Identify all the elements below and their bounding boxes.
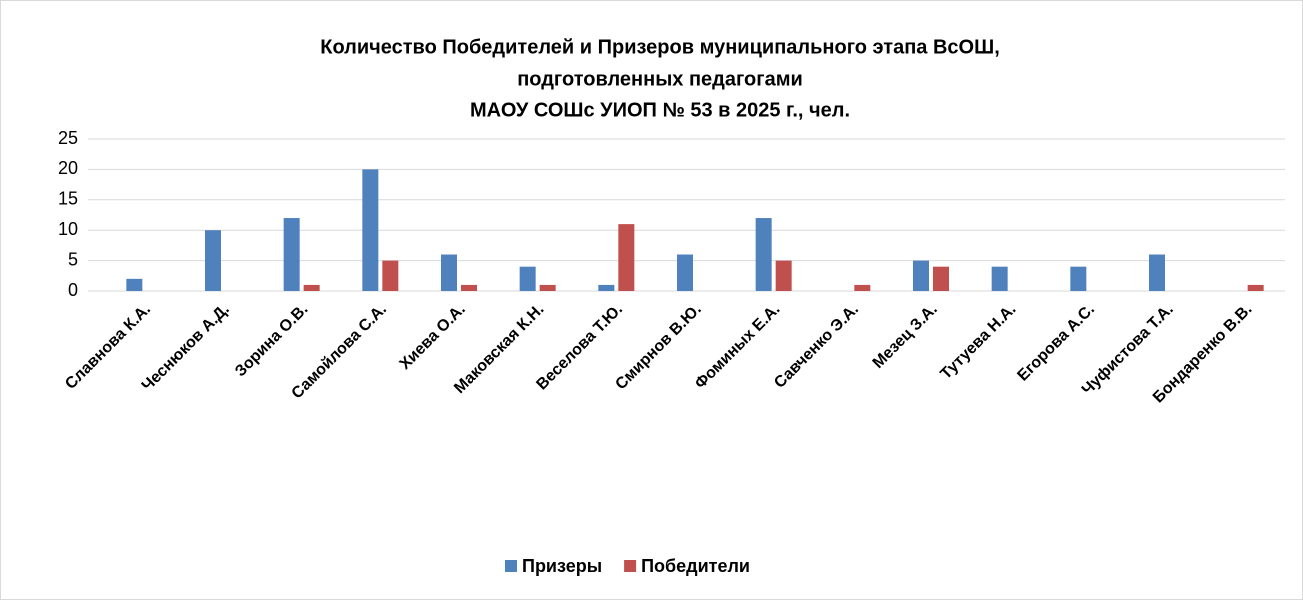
bar <box>775 260 792 291</box>
bar <box>677 254 693 291</box>
bar <box>755 218 772 291</box>
bar <box>461 284 477 291</box>
bar <box>382 260 399 291</box>
bar <box>441 254 457 291</box>
bar <box>362 169 379 291</box>
bar <box>283 218 300 291</box>
bar <box>991 266 1008 291</box>
bar <box>913 260 929 291</box>
y-tick-label: 5 <box>68 249 78 269</box>
bar <box>598 284 615 291</box>
bar <box>1149 254 1165 291</box>
bar <box>539 284 556 291</box>
bar <box>205 230 221 291</box>
y-tick-label: 20 <box>58 158 78 178</box>
bar <box>1247 284 1264 291</box>
chart-title: МАОУ СОШс УИОП № 53 в 2025 г., чел. <box>470 99 850 121</box>
bar <box>1070 266 1087 291</box>
legend-label: Победители <box>641 556 750 576</box>
chart-title: Количество Победителей и Призеров муници… <box>320 36 1000 58</box>
y-tick-label: 15 <box>58 189 78 209</box>
bar <box>303 284 320 291</box>
y-tick-label: 25 <box>58 128 78 148</box>
bar <box>933 266 949 291</box>
legend-swatch <box>505 560 517 572</box>
bar <box>126 278 143 291</box>
legend-label: Призеры <box>522 556 602 576</box>
bar <box>519 266 536 291</box>
legend-swatch <box>624 560 637 572</box>
bar <box>618 224 635 291</box>
bar <box>854 284 871 291</box>
y-tick-label: 0 <box>68 280 78 300</box>
y-tick-label: 10 <box>58 219 78 239</box>
chart-title: подготовленных педагогами <box>517 68 803 90</box>
